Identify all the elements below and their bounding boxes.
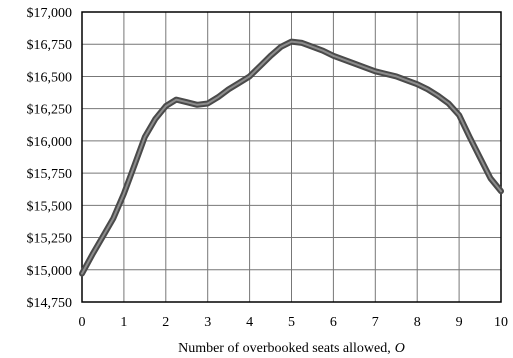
y-tick-label: $14,750 xyxy=(27,296,73,311)
x-tick-label: 7 xyxy=(372,315,379,330)
x-tick-label: 5 xyxy=(288,315,295,330)
y-tick-label: $16,750 xyxy=(27,38,73,53)
x-axis-title-variable: O xyxy=(395,341,405,356)
x-tick-label: 2 xyxy=(162,315,169,330)
y-tick-label: $16,500 xyxy=(27,70,73,85)
y-tick-label: $15,250 xyxy=(27,232,73,247)
x-tick-label: 9 xyxy=(456,315,463,330)
x-tick-label: 3 xyxy=(204,315,211,330)
y-axis-tick-labels: $14,750 $15,000 $15,250 $15,500 $15,750 $16,0… xyxy=(27,6,73,311)
series-line xyxy=(81,40,502,275)
y-tick-label: $15,500 xyxy=(27,199,73,214)
x-tick-label: 4 xyxy=(246,315,253,330)
y-tick-label: $15,750 xyxy=(27,167,73,182)
x-axis-title: Number of overbooked seats allowed, O xyxy=(178,341,405,356)
x-tick-label: 1 xyxy=(120,315,127,330)
x-tick-label: 6 xyxy=(330,315,337,330)
x-axis-tick-labels: 0 1 2 3 4 5 6 7 8 9 10 xyxy=(79,315,509,330)
y-tick-label: $17,000 xyxy=(27,6,73,21)
y-tick-label: $16,000 xyxy=(27,135,73,150)
plot-area-frame xyxy=(81,11,502,303)
x-tick-label: 8 xyxy=(414,315,421,330)
y-tick-label: $15,000 xyxy=(27,264,73,279)
grid-lines xyxy=(81,11,502,303)
x-tick-label: 10 xyxy=(494,315,508,330)
x-tick-label: 0 xyxy=(79,315,86,330)
series-layer xyxy=(79,38,504,277)
x-axis-title-text: Number of overbooked seats allowed, xyxy=(178,341,391,356)
y-tick-label: $16,250 xyxy=(27,103,73,118)
